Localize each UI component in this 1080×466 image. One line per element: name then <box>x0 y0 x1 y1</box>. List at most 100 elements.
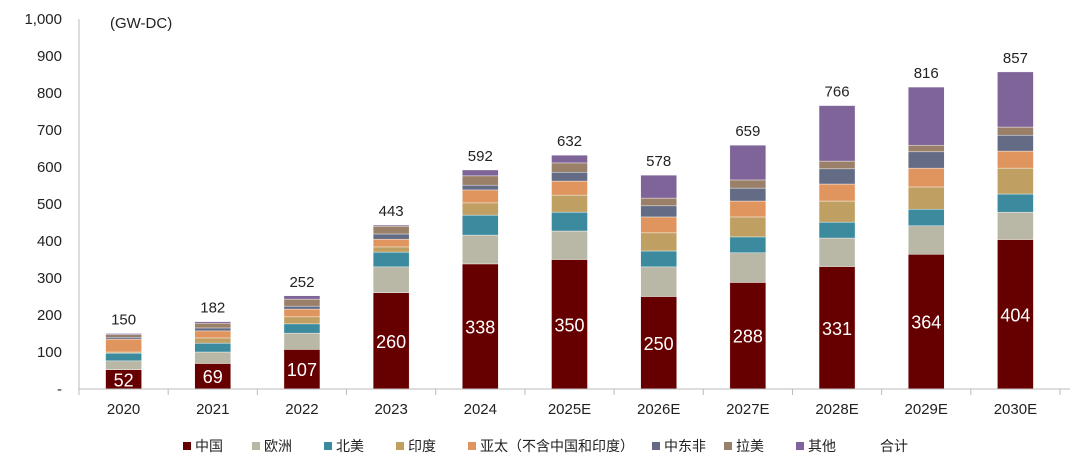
bar-segment-6 <box>729 179 767 189</box>
bar-segment-2 <box>908 208 945 227</box>
bar-segment-5 <box>908 151 945 169</box>
china-value-label: 250 <box>644 334 674 354</box>
bar-segment-5 <box>372 233 410 240</box>
bar-segment-6 <box>372 225 410 235</box>
bar-segment-2 <box>462 214 499 236</box>
y-tick-label: 500 <box>37 196 62 213</box>
bar-segment-0 <box>640 296 677 390</box>
bar-segment-7 <box>818 105 856 162</box>
china-value-label: 350 <box>554 315 584 335</box>
bar-segment-1 <box>818 237 856 267</box>
total-label: 252 <box>289 274 314 291</box>
bar-segment-5 <box>462 184 499 191</box>
total-label: 857 <box>1003 50 1028 67</box>
china-value-label: 107 <box>287 360 317 380</box>
bar-segment-4 <box>729 200 767 218</box>
bar-segment-3 <box>283 316 321 325</box>
legend-label: 亚太（不含中国和印度） <box>480 438 634 454</box>
bar-segment-4 <box>997 150 1034 169</box>
total-label: 443 <box>379 203 404 220</box>
bar-segment-5 <box>283 305 321 310</box>
bar-segment-6 <box>818 160 856 170</box>
x-tick-label: 2026E <box>637 401 680 418</box>
bar-segment-3 <box>640 232 677 252</box>
bar-segment-2 <box>818 221 856 239</box>
y-tick-label: 300 <box>37 270 62 287</box>
bar-segment-1 <box>462 234 499 265</box>
legend-label: 中东非 <box>664 438 706 454</box>
bar-segment-2 <box>372 251 410 268</box>
bar-segment-5 <box>640 205 677 218</box>
bar-segment-6 <box>640 197 677 207</box>
bar-segment-6 <box>194 322 231 329</box>
bar-segment-3 <box>997 167 1034 195</box>
x-tick-label: 2022 <box>285 401 318 418</box>
bar-segment-6 <box>105 334 142 338</box>
bar-segment-3 <box>194 337 231 344</box>
bar-segment-6 <box>997 126 1034 136</box>
bar-segment-1 <box>372 266 410 293</box>
x-tick-label: 2029E <box>905 401 948 418</box>
bar-segment-5 <box>551 171 588 182</box>
bar-segment-2 <box>551 211 588 232</box>
legend-swatch <box>183 442 191 450</box>
bar-segment-4 <box>105 338 142 353</box>
china-value-label: 52 <box>114 370 134 390</box>
legend-swatch <box>324 442 332 450</box>
legend-label: 欧洲 <box>264 438 292 454</box>
total-label: 632 <box>557 133 582 150</box>
bar-segment-6 <box>908 144 945 153</box>
legend-label: 北美 <box>336 438 364 454</box>
legend-label: 拉美 <box>736 438 764 454</box>
bar-segment-7 <box>997 71 1034 128</box>
total-label: 766 <box>825 84 850 101</box>
legend-label: 中国 <box>195 438 223 454</box>
china-value-label: 288 <box>733 327 763 347</box>
x-tick-label: 2025E <box>548 401 591 418</box>
china-value-label: 331 <box>822 319 852 339</box>
y-tick-label: 100 <box>37 344 62 361</box>
bar-segment-2 <box>640 250 677 268</box>
bar-segment-4 <box>283 308 321 318</box>
bar-segment-7 <box>283 295 321 300</box>
y-tick-label: 200 <box>37 307 62 324</box>
y-tick-label: 700 <box>37 122 62 139</box>
y-axis: - 100 200 300 400 500 600 700 800 900 1,000 <box>24 11 80 398</box>
x-tick-label: 2027E <box>726 401 769 418</box>
bar-segment-2 <box>997 193 1034 213</box>
y-tick-label: 400 <box>37 233 62 250</box>
bar-segment-0 <box>372 292 410 390</box>
china-value-label: 260 <box>376 332 406 352</box>
bar-segment-7 <box>908 86 945 146</box>
bar-segment-5 <box>194 327 231 332</box>
bar-segment-0 <box>908 254 945 390</box>
bar-segment-3 <box>462 202 499 216</box>
bar-segment-1 <box>194 351 231 364</box>
bar-segment-0 <box>997 239 1034 390</box>
bar-segment-0 <box>729 282 767 390</box>
bar-segment-5 <box>997 134 1034 152</box>
bar-segment-1 <box>551 230 588 260</box>
bar-segment-4 <box>818 183 856 202</box>
china-value-label: 364 <box>911 313 941 333</box>
bar-segment-1 <box>908 225 945 255</box>
bar-segment-7 <box>105 333 142 335</box>
bar-segment-0 <box>194 363 231 390</box>
x-axis: 2020 2021 2022 2023 2024 2025E 2026E 2027E 2028E… <box>78 388 1070 418</box>
china-value-label: 338 <box>465 317 495 337</box>
bar-segment-1 <box>997 211 1034 240</box>
bar-segment-7 <box>640 174 677 199</box>
legend-swatch <box>724 442 732 450</box>
bar-segment-0 <box>551 259 588 390</box>
legend-swatch <box>652 442 660 450</box>
y-tick-label: 800 <box>37 85 62 102</box>
bar-segment-7 <box>194 321 231 324</box>
bar-segment-0 <box>818 266 856 390</box>
bar-segment-4 <box>640 216 677 234</box>
bar-segment-3 <box>908 186 945 210</box>
china-value-label: 69 <box>203 367 223 387</box>
x-tick-label: 2023 <box>374 401 407 418</box>
bar-segment-2 <box>729 236 767 254</box>
bar-segment-3 <box>372 246 410 253</box>
